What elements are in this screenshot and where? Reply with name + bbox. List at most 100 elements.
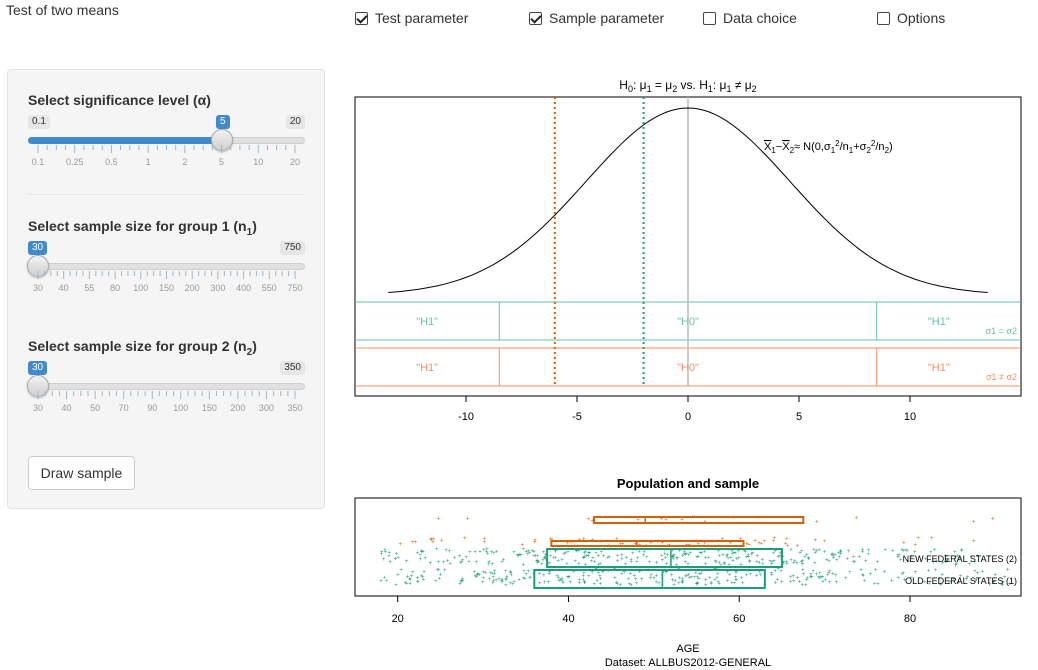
- data-point: +: [755, 559, 759, 565]
- data-point: +: [861, 550, 865, 556]
- data-point: +: [517, 577, 521, 583]
- data-point: +: [597, 554, 601, 560]
- data-point: +: [717, 582, 721, 588]
- data-point: +: [952, 577, 956, 583]
- checkbox-unchecked-icon[interactable]: [703, 11, 716, 25]
- data-point: +: [582, 555, 586, 561]
- x-tick-label: 80: [904, 613, 916, 625]
- sidebar-panel: Select significance level (α) 0.1 20 5 0…: [7, 69, 325, 509]
- data-point: +: [388, 559, 392, 565]
- data-point: +: [616, 559, 620, 565]
- data-point: +: [930, 536, 934, 542]
- slider-track[interactable]: [28, 383, 305, 390]
- alpha-slider[interactable]: 0.1 20 5 0.1 0.25 0.5 1 2 5 10 20: [28, 115, 305, 185]
- options-checkbox[interactable]: Options: [877, 10, 945, 26]
- divider: [28, 194, 305, 195]
- data-point: +: [681, 554, 685, 560]
- data-point: +: [560, 579, 564, 585]
- data-point: +: [642, 553, 646, 559]
- n2-slider[interactable]: 30 350 30 40 50 70 90 100 150 200 300 350: [27, 361, 305, 431]
- checkbox-unchecked-icon[interactable]: [877, 11, 890, 25]
- data-point: +: [569, 540, 573, 546]
- data-point: +: [615, 582, 619, 588]
- data-point: +: [655, 574, 659, 580]
- data-point: +: [584, 563, 588, 569]
- data-point: +: [544, 557, 548, 563]
- data-point: +: [487, 562, 491, 568]
- data-point: +: [859, 567, 863, 573]
- data-point: +: [774, 580, 778, 586]
- draw-sample-button[interactable]: Draw sample: [28, 456, 135, 490]
- data-point: +: [440, 538, 444, 544]
- data-point: +: [782, 560, 786, 566]
- data-point: +: [867, 552, 871, 558]
- checkbox-checked-icon[interactable]: [529, 11, 542, 25]
- data-point: +: [512, 580, 516, 586]
- data-point: +: [562, 552, 566, 558]
- data-point: +: [899, 558, 903, 564]
- data-point: +: [487, 559, 491, 565]
- data-point: +: [526, 569, 530, 575]
- data-point: +: [703, 549, 707, 555]
- data-point: +: [746, 553, 750, 559]
- data-point: +: [635, 559, 639, 565]
- data-point: +: [828, 580, 832, 586]
- data-choice-checkbox[interactable]: Data choice: [703, 10, 797, 26]
- data-point: +: [613, 575, 617, 581]
- n1-slider[interactable]: 30 750 30 40 55 80 100 150 200 300 400 550 750: [27, 241, 305, 311]
- data-point: +: [700, 551, 704, 557]
- alpha-label: Select significance level (α): [28, 92, 211, 108]
- data-point: +: [571, 540, 575, 546]
- x-tick-label: 5: [796, 411, 802, 423]
- x-tick-label: 60: [733, 613, 745, 625]
- data-point: +: [431, 540, 435, 546]
- data-point: +: [762, 539, 766, 545]
- data-point: +: [442, 560, 446, 566]
- variance-condition-label: σ1 ≠ σ2: [986, 372, 1017, 382]
- data-point: +: [478, 550, 482, 556]
- data-point: +: [913, 550, 917, 556]
- checkbox-label: Options: [897, 10, 946, 26]
- data-point: +: [583, 581, 587, 587]
- region-label: "H1": [416, 316, 438, 328]
- data-point: +: [703, 541, 707, 547]
- data-point: +: [737, 556, 741, 562]
- data-point: +: [394, 583, 398, 589]
- data-point: +: [896, 555, 900, 561]
- data-point: +: [421, 575, 425, 581]
- data-point: +: [796, 576, 800, 582]
- data-point: +: [817, 575, 821, 581]
- checkbox-checked-icon[interactable]: [355, 11, 368, 25]
- data-point: +: [988, 582, 992, 588]
- data-point: +: [476, 573, 480, 579]
- data-point: +: [772, 559, 776, 565]
- test-parameter-checkbox[interactable]: Test parameter: [355, 10, 468, 26]
- slider-track[interactable]: [28, 263, 305, 270]
- data-point: +: [835, 558, 839, 564]
- data-point: +: [647, 560, 651, 566]
- data-point: +: [635, 581, 639, 587]
- data-point: +: [798, 580, 802, 586]
- data-point: +: [524, 572, 528, 578]
- data-point: +: [383, 548, 387, 554]
- data-point: +: [631, 551, 635, 557]
- data-point: +: [420, 574, 424, 580]
- slider-value: 30: [28, 361, 48, 375]
- data-point: +: [876, 559, 880, 565]
- data-point: +: [597, 563, 601, 569]
- data-point: +: [460, 560, 464, 566]
- data-point: +: [730, 581, 734, 587]
- region-label: "H1": [928, 316, 950, 328]
- data-point: +: [662, 570, 666, 576]
- data-point: +: [524, 549, 528, 555]
- sample-parameter-checkbox[interactable]: Sample parameter: [529, 10, 664, 26]
- data-point: +: [695, 539, 699, 545]
- data-point: +: [607, 569, 611, 575]
- dataset-caption: Dataset: ALLBUS2012-GENERAL: [605, 657, 771, 669]
- data-point: +: [627, 577, 631, 583]
- data-point: +: [713, 578, 717, 584]
- data-point: +: [827, 571, 831, 577]
- data-point: +: [430, 537, 434, 543]
- data-point: +: [675, 562, 679, 568]
- data-point: +: [419, 557, 423, 563]
